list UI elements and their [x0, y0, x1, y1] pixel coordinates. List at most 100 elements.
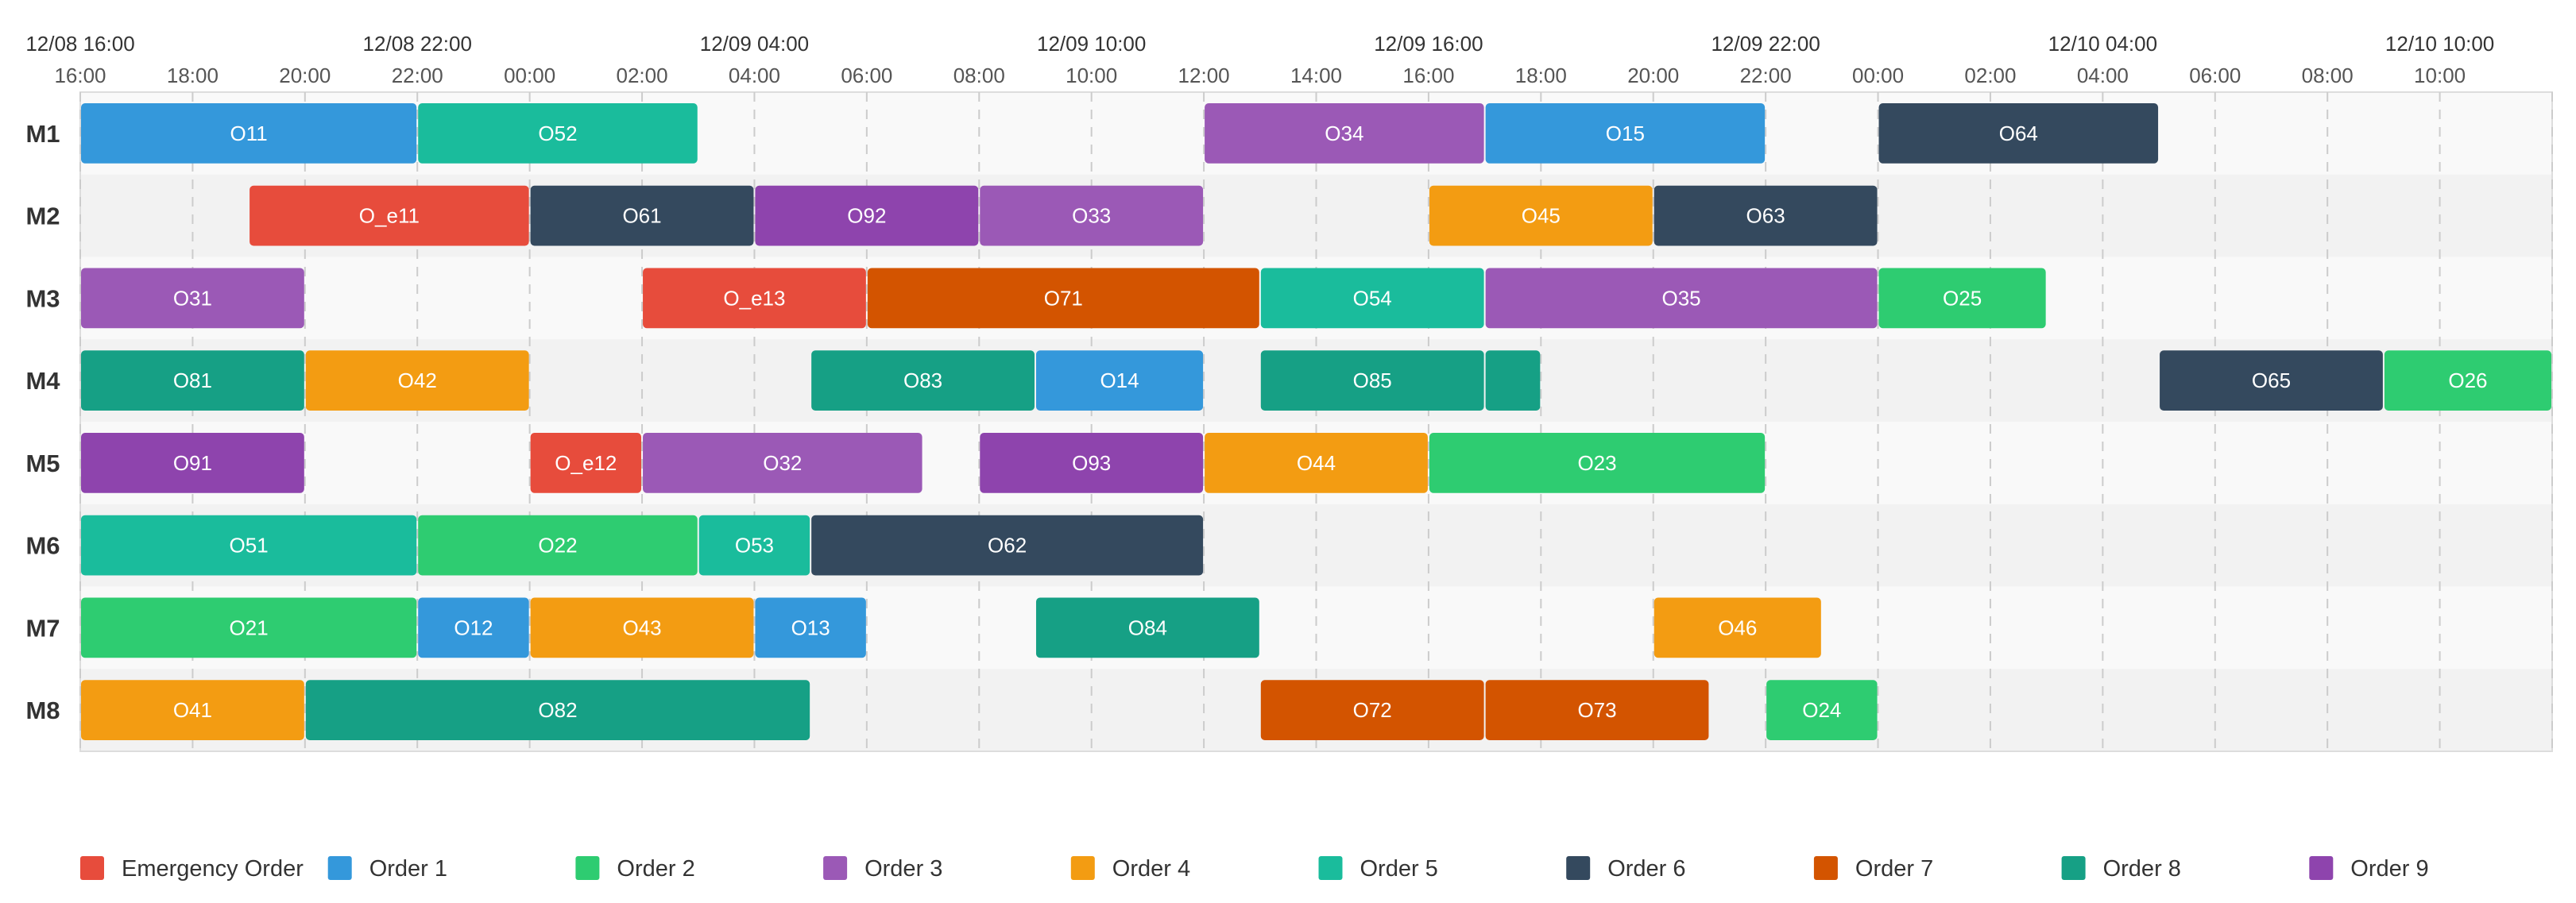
task-label: O46: [1718, 616, 1757, 639]
legend-swatch: [1566, 856, 1591, 880]
hour-tick-label: 12:00: [1178, 64, 1230, 87]
legend-swatch: [80, 856, 104, 880]
task-bar: [1878, 103, 2159, 164]
task-label: O43: [622, 616, 661, 639]
hour-tick-label: 08:00: [2302, 64, 2354, 87]
legend-label: Order 1: [369, 856, 447, 882]
task-bar: [418, 515, 698, 576]
task-label: O21: [230, 616, 269, 639]
legend-label: Order 3: [864, 856, 942, 882]
date-tick-label: 12/09 22:00: [1711, 32, 1820, 56]
legend-swatch: [823, 856, 848, 880]
task-label: O22: [538, 534, 577, 558]
task-bar: [1429, 433, 1766, 493]
task-bar: [1654, 597, 1821, 658]
legend-label: Order 6: [1607, 856, 1685, 882]
task-label: O31: [173, 286, 212, 310]
task-bar: [2384, 350, 2551, 411]
task-bar: [2160, 350, 2383, 411]
legend-label: Order 8: [2103, 856, 2181, 882]
task-bar: [81, 597, 417, 658]
task-label: O_e11: [359, 204, 420, 228]
machine-label-m8: M8: [25, 697, 60, 724]
hour-tick-label: 00:00: [1852, 64, 1904, 87]
task-bar: [530, 185, 754, 246]
machine-label-m7: M7: [25, 614, 60, 642]
task-bar: [530, 433, 642, 493]
task-label: O71: [1044, 286, 1083, 310]
task-label: O14: [1100, 369, 1139, 392]
task-label: O54: [1353, 286, 1392, 310]
hour-tick-label: 00:00: [504, 64, 555, 87]
machine-axis: M1 M2 M3 M4 M5 M6 M7 M8: [25, 120, 60, 724]
task-label: O44: [1297, 451, 1336, 475]
task-label: O26: [2448, 369, 2487, 392]
task-label: O35: [1662, 286, 1701, 310]
task-bar: [755, 597, 866, 658]
task-bar: [1878, 268, 2046, 329]
legend-swatch: [575, 856, 600, 880]
task-label: O73: [1577, 698, 1616, 722]
task-label: O84: [1128, 616, 1167, 639]
hour-tick-label: 14:00: [1290, 64, 1342, 87]
task-bar: [249, 185, 529, 246]
task-bar: [81, 433, 304, 493]
task-label: O83: [903, 369, 942, 392]
task-bar: [1260, 350, 1484, 411]
task-bar: [867, 268, 1259, 329]
task-bar: [81, 680, 304, 740]
task-label: O72: [1353, 698, 1392, 722]
machine-label-m5: M5: [25, 450, 60, 477]
task-bar: [1766, 680, 1878, 740]
task-bar: [81, 515, 417, 576]
task-label: O52: [538, 122, 577, 145]
date-tick-label: 12/09 16:00: [1374, 32, 1483, 56]
task-label: O92: [847, 204, 886, 228]
date-tick-label: 12/10 04:00: [2048, 32, 2157, 56]
task-bar: [1654, 185, 1878, 246]
task-label: O13: [791, 616, 830, 639]
task-bar: [1205, 433, 1428, 493]
legend-swatch: [1318, 856, 1343, 880]
legend-label: Emergency Order: [122, 856, 304, 882]
legend-swatch: [327, 856, 352, 880]
hour-tick-label: 08:00: [953, 64, 1005, 87]
task-bar: [81, 103, 417, 164]
task-bar: [698, 515, 810, 576]
machine-label-m4: M4: [25, 367, 60, 395]
task-label: O63: [1746, 204, 1785, 228]
legend-label: Order 4: [1112, 856, 1190, 882]
task-label: O41: [173, 698, 212, 722]
hour-tick-label: 02:00: [1964, 64, 2016, 87]
task-label: O91: [173, 451, 212, 475]
hour-tick-label: 22:00: [392, 64, 443, 87]
task-label: O61: [622, 204, 661, 228]
task-bar: [1035, 350, 1204, 411]
legend-swatch: [1070, 856, 1095, 880]
machine-label-m3: M3: [25, 284, 60, 312]
task-label: O45: [1522, 204, 1561, 228]
machine-label-m6: M6: [25, 532, 60, 560]
task-label: O11: [230, 122, 268, 145]
hour-tick-label: 16:00: [1402, 64, 1454, 87]
hour-tick-label: 18:00: [1515, 64, 1567, 87]
time-axis: 12/08 16:00 12/08 22:00 12/09 04:00 12/09 1…: [25, 32, 2494, 87]
task-bar: [811, 515, 1204, 576]
legend-label: Order 5: [1360, 856, 1438, 882]
task-bar: [980, 433, 1204, 493]
machine-label-m1: M1: [25, 120, 60, 148]
task-bar: [530, 597, 754, 658]
task-bar: [1429, 185, 1653, 246]
task-label: O42: [398, 369, 437, 392]
task-bar: [1485, 350, 1541, 411]
task-label: O93: [1072, 451, 1111, 475]
hour-tick-label: 04:00: [2077, 64, 2129, 87]
date-tick-label: 12/08 22:00: [363, 32, 472, 56]
legend-label: Order 9: [2350, 856, 2428, 882]
task-label: O51: [230, 534, 269, 558]
task-label: O_e13: [723, 286, 785, 310]
date-tick-label: 12/09 10:00: [1037, 32, 1146, 56]
hour-tick-label: 18:00: [167, 64, 219, 87]
date-tick-label: 12/10 10:00: [2385, 32, 2494, 56]
task-bar: [1205, 103, 1484, 164]
